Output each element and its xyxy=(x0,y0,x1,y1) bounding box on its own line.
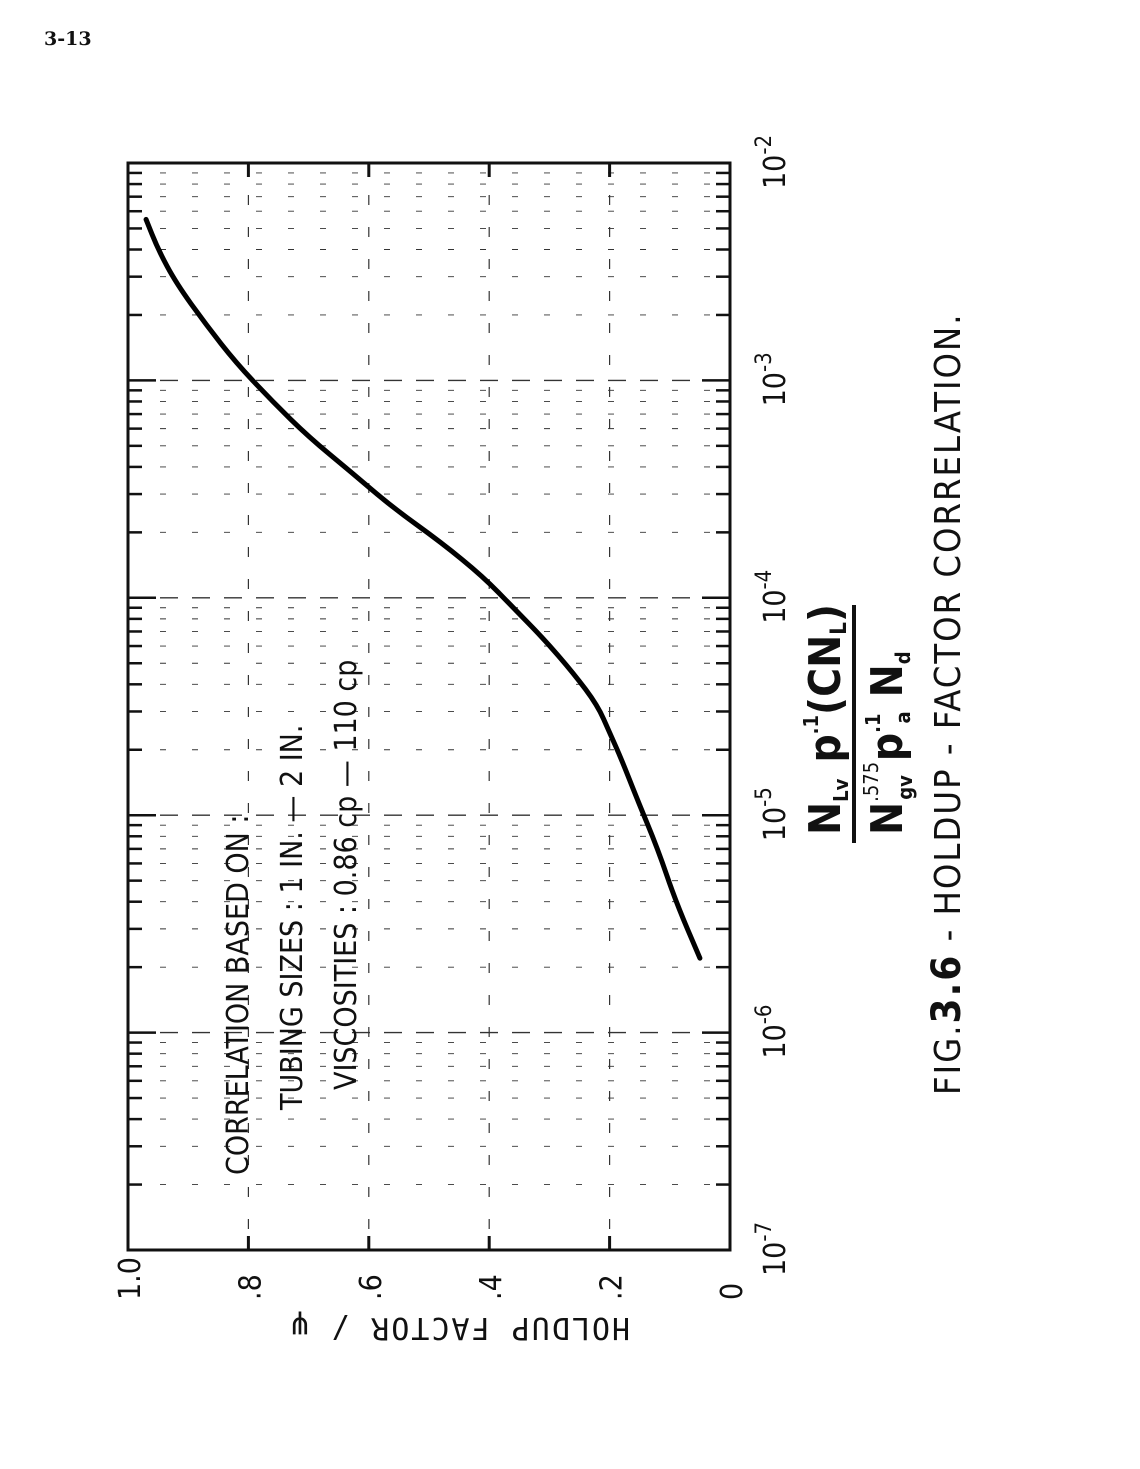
x-tick-exponent: -7 xyxy=(752,1222,777,1242)
x-tick-exponent: -6 xyxy=(752,1005,777,1025)
series-layer xyxy=(143,216,703,961)
x-tick-exponent: -3 xyxy=(752,352,777,372)
x-axis-label: NLvp.1(CNL) N.575 gvp.1 aNd xyxy=(799,604,917,843)
x-label-num-3-sub: L xyxy=(827,622,852,635)
x-tick-label: 10-2 xyxy=(752,135,793,189)
series-line xyxy=(143,216,703,961)
x-tick-exponent: -5 xyxy=(752,787,777,807)
x-tick-label-text: 10-5 xyxy=(752,787,793,841)
annotation-line-2: TUBING SIZES : 1 IN. — 2 IN. xyxy=(275,725,310,1111)
x-label-den-2-sup: .1 xyxy=(861,713,885,732)
x-tick-label: 10-5 xyxy=(752,787,793,841)
y-tick-label: .6 xyxy=(354,1274,389,1300)
y-tick-label: .4 xyxy=(474,1274,509,1300)
x-tick-label-text: 10-6 xyxy=(752,1005,793,1059)
x-tick-label-text: 10-4 xyxy=(752,570,793,624)
x-label-num-2-sup: .1 xyxy=(799,715,823,734)
x-label-den-1-sub: gv xyxy=(893,775,917,800)
x-tick-base: 10 xyxy=(758,155,793,189)
x-tick-label-text: 10-2 xyxy=(752,135,793,189)
x-tick-label: 10-4 xyxy=(752,570,793,624)
caption-number: 3.6 xyxy=(924,954,970,1024)
y-tick-label: 0 xyxy=(715,1283,750,1300)
annotation-line-3: VISCOSITIES : 0.86 cp — 110 cp xyxy=(329,660,364,1090)
y-axis-label: HOLDUP FACTOR / ψ xyxy=(289,1310,630,1345)
x-label-den-3: N xyxy=(862,664,913,697)
x-label-den-2: p xyxy=(862,733,913,761)
caption-text: - HOLDUP - FACTOR CORRELATION. xyxy=(928,312,969,953)
x-label-num-3: (CN xyxy=(800,635,851,715)
annotation-line-1: CORRELATION BASED ON : xyxy=(221,814,256,1175)
x-label-den-2-sub: a xyxy=(891,711,915,723)
x-tick-exponent: -2 xyxy=(752,135,777,155)
x-label-num-1: N xyxy=(800,802,851,835)
tick-labels: 0.2.4.6.81.0 10-710-610-510-410-310-2 xyxy=(113,135,793,1300)
x-tick-label-text: 10-3 xyxy=(752,352,793,406)
x-label-den-1-sup: .575 xyxy=(859,762,883,802)
x-tick-exponent: -4 xyxy=(752,570,777,590)
x-tick-base: 10 xyxy=(758,589,793,623)
x-tick-label: 10-3 xyxy=(752,352,793,406)
x-tick-base: 10 xyxy=(758,807,793,841)
x-tick-label-text: 10-7 xyxy=(752,1222,793,1276)
x-tick-base: 10 xyxy=(758,1024,793,1058)
x-label-denominator: N.575 gvp.1 aNd xyxy=(859,651,917,835)
annotation: CORRELATION BASED ON : TUBING SIZES : 1 … xyxy=(221,660,364,1175)
x-tick-label: 10-7 xyxy=(752,1222,793,1276)
x-label-den-3-sub: d xyxy=(891,651,915,664)
y-tick-label: .2 xyxy=(595,1274,630,1300)
y-tick-label: 1.0 xyxy=(113,1257,148,1300)
caption-prefix: FIG. xyxy=(928,1023,969,1095)
x-tick-base: 10 xyxy=(758,1242,793,1276)
grid xyxy=(128,163,730,1250)
x-label-num-3-end: ) xyxy=(800,604,851,622)
x-label-numerator: NLv p.1(CNL) xyxy=(799,604,853,835)
figure-caption: FIG.3.6 - HOLDUP - FACTOR CORRELATION. xyxy=(924,312,970,1095)
page-number: 3-13 xyxy=(44,28,92,50)
x-label-num-1-sub: Lv xyxy=(829,778,853,801)
y-tick-label: .8 xyxy=(233,1274,268,1300)
x-tick-base: 10 xyxy=(758,372,793,406)
axis-ticks xyxy=(126,163,732,1250)
x-tick-label: 10-6 xyxy=(752,1005,793,1059)
x-label-num-2: p xyxy=(800,734,851,762)
plot-frame xyxy=(126,161,732,1252)
x-label-den-1: N xyxy=(862,802,913,835)
